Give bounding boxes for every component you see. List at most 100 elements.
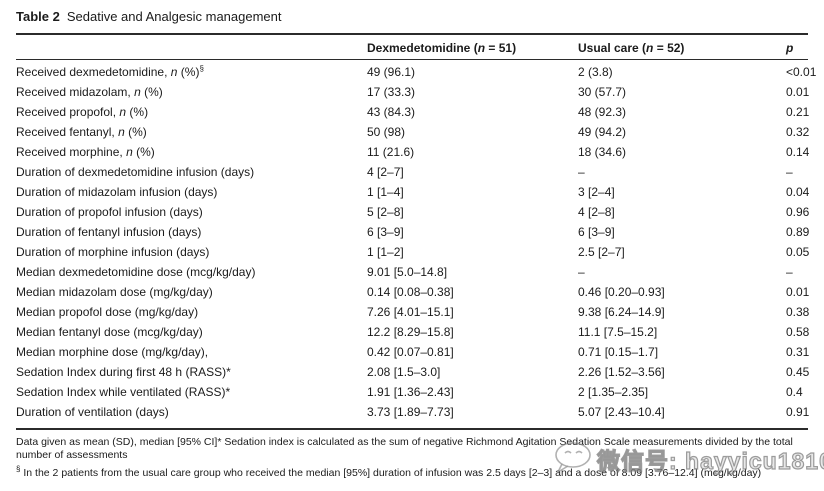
row-label: Duration of ventilation (days) xyxy=(16,405,169,419)
rule-top xyxy=(16,33,808,35)
cell-usual-care: 4 [2–8] xyxy=(578,205,615,219)
footnote-data-definition: Data given as mean (SD), median [95% CI]… xyxy=(16,436,793,461)
row-label: Sedation Index during first 48 h (RASS)* xyxy=(16,365,231,379)
cell-usual-care: 48 (92.3) xyxy=(578,105,627,119)
table-row: Duration of midazolam infusion (days) 1 [… xyxy=(0,182,824,202)
label-superscript: § xyxy=(199,64,204,73)
cell-p-value: – xyxy=(786,165,793,179)
cell-usual-care: 2 [1.35–2.35] xyxy=(578,385,649,399)
cell-dexmedetomidine: 1 [1–2] xyxy=(367,245,404,259)
table-title-text: Sedative and Analgesic management xyxy=(66,9,282,24)
cell-dexmedetomidine: 43 (84.3) xyxy=(367,105,416,119)
row-label: Median propofol dose (mg/kg/day) xyxy=(16,305,199,319)
column-header-dexmedetomidine: Dexmedetomidine (n = 51) xyxy=(367,37,516,59)
cell-usual-care: – xyxy=(578,265,585,279)
table-row: Received propofol, n (%) 43 (84.3) 48 (92.… xyxy=(0,102,824,122)
label-n-italic: n xyxy=(118,125,125,139)
table-title: Table 2 Sedative and Analgesic management xyxy=(16,9,282,24)
cell-usual-care: 18 (34.6) xyxy=(578,145,627,159)
label-n-italic: n xyxy=(119,105,127,119)
row-label: Median midazolam dose (mg/kg/day) xyxy=(16,285,213,299)
row-label: Sedation Index while ventilated (RASS)* xyxy=(16,385,231,399)
row-label: Median fentanyl dose (mcg/kg/day) xyxy=(16,325,203,339)
table-row: Received dexmedetomidine, n (%)§ 49 (96.1… xyxy=(0,62,824,82)
table-row: Median propofol dose (mg/kg/day) 7.26 [4.… xyxy=(0,302,824,322)
header-p-italic: p xyxy=(786,41,794,55)
cell-p-value: 0.4 xyxy=(786,385,803,399)
cell-dexmedetomidine: 50 (98) xyxy=(367,125,406,139)
cell-p-value: 0.01 xyxy=(786,285,810,299)
cell-p-value: 0.21 xyxy=(786,105,810,119)
cell-usual-care: 2.26 [1.52–3.56] xyxy=(578,365,665,379)
header-n-italic: n xyxy=(646,41,654,55)
row-label: Median dexmedetomidine dose (mcg/kg/day) xyxy=(16,265,256,279)
cell-dexmedetomidine: 4 [2–7] xyxy=(367,165,404,179)
cell-usual-care: 0.71 [0.15–1.7] xyxy=(578,345,659,359)
cell-usual-care: 30 (57.7) xyxy=(578,85,627,99)
table-rows: Received dexmedetomidine, n (%)§ 49 (96.1… xyxy=(0,62,824,422)
table-row: Duration of propofol infusion (days) 5 [2… xyxy=(0,202,824,222)
cell-usual-care: 2 (3.8) xyxy=(578,65,613,79)
table-row: Median midazolam dose (mg/kg/day) 0.14 [0… xyxy=(0,282,824,302)
cell-usual-care: – xyxy=(578,165,585,179)
footnote-text: In the 2 patients from the usual care gr… xyxy=(20,467,762,479)
header-n-italic: n xyxy=(477,41,486,55)
cell-p-value: 0.05 xyxy=(786,245,810,259)
row-label: Received dexmedetomidine, n (%)§ xyxy=(16,64,204,80)
cell-dexmedetomidine: 6 [3–9] xyxy=(367,225,404,239)
cell-usual-care: 0.46 [0.20–0.93] xyxy=(578,285,665,299)
cell-dexmedetomidine: 12.2 [8.29–15.8] xyxy=(367,325,454,339)
cell-p-value: 0.32 xyxy=(786,125,810,139)
table-row: Received midazolam, n (%) 17 (33.3) 30 (57… xyxy=(0,82,824,102)
table-row: Received fentanyl, n (%) 50 (98) 49 (94.2)… xyxy=(0,122,824,142)
row-label: Duration of fentanyl infusion (days) xyxy=(16,225,202,239)
row-label: Received fentanyl, n (%) xyxy=(16,125,147,139)
cell-usual-care: 49 (94.2) xyxy=(578,125,627,139)
table-row: Duration of dexmedetomidine infusion (da… xyxy=(0,162,824,182)
cell-usual-care: 5.07 [2.43–10.4] xyxy=(578,405,665,419)
footnote-section-symbol: § In the 2 patients from the usual care … xyxy=(16,464,808,480)
label-n-italic: n xyxy=(170,65,178,79)
table-row: Median fentanyl dose (mcg/kg/day) 12.2 [8… xyxy=(0,322,824,342)
row-label: Duration of dexmedetomidine infusion (da… xyxy=(16,165,255,179)
row-label: Duration of midazolam infusion (days) xyxy=(16,185,218,199)
cell-p-value: 0.91 xyxy=(786,405,810,419)
cell-dexmedetomidine: 0.42 [0.07–0.81] xyxy=(367,345,454,359)
cell-p-value: – xyxy=(786,265,793,279)
header-text: Dexmedetomidine ( xyxy=(367,41,478,55)
cell-p-value: 0.14 xyxy=(786,145,810,159)
cell-usual-care: 11.1 [7.5–15.2] xyxy=(578,325,658,339)
cell-dexmedetomidine: 0.14 [0.08–0.38] xyxy=(367,285,454,299)
cell-usual-care: 2.5 [2–7] xyxy=(578,245,625,259)
table-row: Duration of morphine infusion (days) 1 [1… xyxy=(0,242,824,262)
cell-dexmedetomidine: 17 (33.3) xyxy=(367,85,416,99)
table-footnotes: Data given as mean (SD), median [95% CI]… xyxy=(16,436,808,480)
rule-bottom xyxy=(16,428,808,430)
cell-p-value: 0.04 xyxy=(786,185,810,199)
cell-usual-care: 3 [2–4] xyxy=(578,185,615,199)
table-number: Table 2 xyxy=(16,9,60,24)
section-symbol: § xyxy=(16,464,21,474)
cell-dexmedetomidine: 1 [1–4] xyxy=(367,185,404,199)
cell-usual-care: 6 [3–9] xyxy=(578,225,615,239)
table-row: Duration of ventilation (days) 3.73 [1.89… xyxy=(0,402,824,422)
table-row: Median dexmedetomidine dose (mcg/kg/day)… xyxy=(0,262,824,282)
label-n-italic: n xyxy=(126,145,133,159)
cell-p-value: 0.45 xyxy=(786,365,810,379)
cell-dexmedetomidine: 3.73 [1.89–7.73] xyxy=(367,405,454,419)
cell-dexmedetomidine: 1.91 [1.36–2.43] xyxy=(367,385,454,399)
rule-under-header xyxy=(16,59,808,60)
cell-dexmedetomidine: 9.01 [5.0–14.8] xyxy=(367,265,448,279)
table-row: Sedation Index while ventilated (RASS)* 1… xyxy=(0,382,824,402)
row-label: Received morphine, n (%) xyxy=(16,145,155,159)
cell-dexmedetomidine: 7.26 [4.01–15.1] xyxy=(367,305,454,319)
cell-p-value: <0.01 xyxy=(786,65,817,79)
table-row: Duration of fentanyl infusion (days) 6 [3… xyxy=(0,222,824,242)
cell-dexmedetomidine: 49 (96.1) xyxy=(367,65,416,79)
header-text: = 51) xyxy=(485,41,517,55)
cell-dexmedetomidine: 5 [2–8] xyxy=(367,205,404,219)
column-header-p-value: p xyxy=(786,37,793,59)
table-row: Median morphine dose (mg/kg/day), 0.42 [0… xyxy=(0,342,824,362)
row-label: Duration of morphine infusion (days) xyxy=(16,245,210,259)
